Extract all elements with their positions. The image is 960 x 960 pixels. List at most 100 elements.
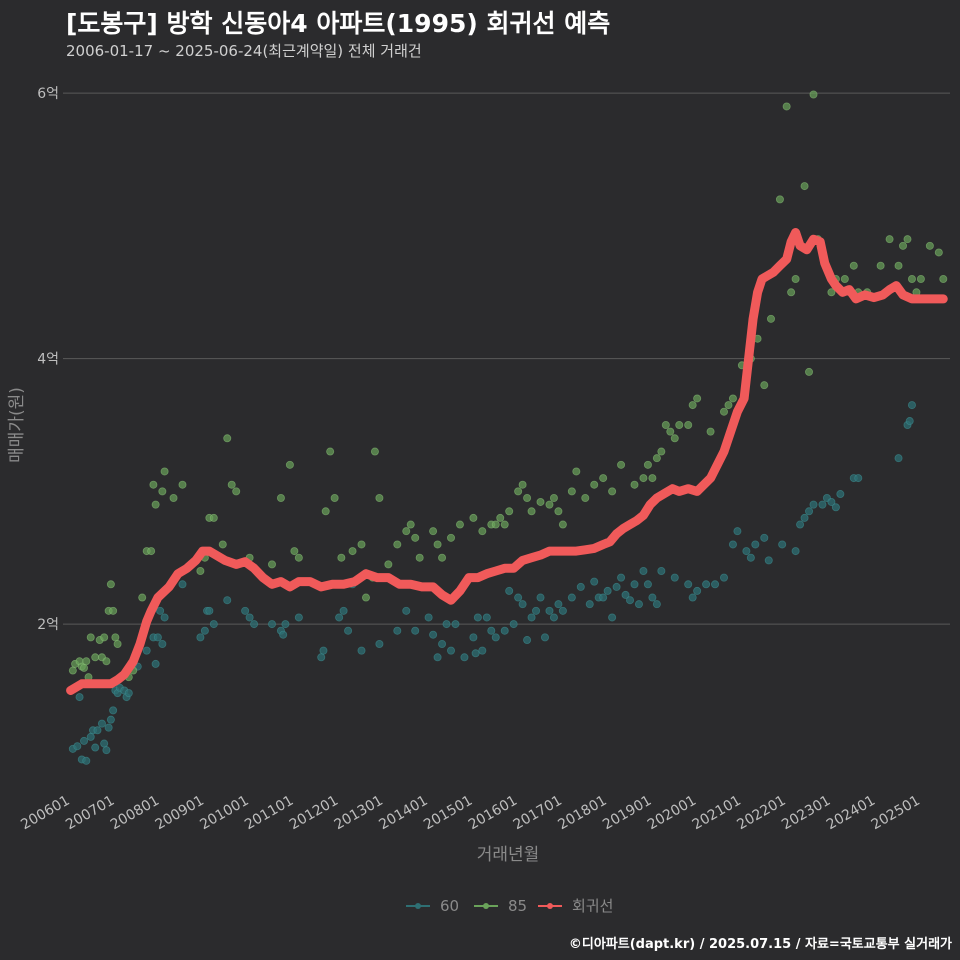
point-60 xyxy=(746,553,755,562)
point-60 xyxy=(905,417,914,426)
point-85 xyxy=(113,640,122,649)
point-60 xyxy=(317,653,326,662)
point-60 xyxy=(626,596,635,605)
point-85 xyxy=(572,467,581,476)
point-60 xyxy=(393,626,402,635)
point-60 xyxy=(411,626,420,635)
point-60 xyxy=(335,613,344,622)
point-60 xyxy=(648,593,657,602)
point-60 xyxy=(106,715,115,724)
point-60 xyxy=(760,533,769,542)
point-60 xyxy=(424,613,433,622)
point-60 xyxy=(339,606,348,615)
x-tick-label: 201301 xyxy=(332,793,386,834)
x-tick-label: 200701 xyxy=(63,793,117,834)
point-85 xyxy=(523,493,532,502)
point-60 xyxy=(429,630,438,639)
point-60 xyxy=(809,500,818,509)
point-85 xyxy=(791,274,800,283)
point-60 xyxy=(558,606,567,615)
point-85 xyxy=(102,657,111,666)
point-85 xyxy=(643,460,652,469)
x-tick-label: 201601 xyxy=(466,793,520,834)
point-60 xyxy=(438,640,447,649)
point-60 xyxy=(836,490,845,499)
point-60 xyxy=(223,596,232,605)
point-60 xyxy=(612,582,621,591)
legend: 60 85 회귀선 xyxy=(406,897,613,915)
point-85 xyxy=(590,480,599,489)
point-85 xyxy=(514,487,523,496)
point-60 xyxy=(603,586,612,595)
x-tick-label: 201201 xyxy=(287,793,341,834)
regression-layer xyxy=(66,228,948,695)
point-85 xyxy=(496,513,505,522)
point-60 xyxy=(652,600,661,609)
point-85 xyxy=(223,434,232,443)
point-85 xyxy=(276,493,285,502)
point-85 xyxy=(809,90,818,99)
point-60 xyxy=(281,620,290,629)
legend-label: 60 xyxy=(440,897,459,915)
point-60 xyxy=(97,719,106,728)
point-85 xyxy=(285,460,294,469)
point-85 xyxy=(151,500,160,509)
point-85 xyxy=(536,497,545,506)
point-60 xyxy=(907,401,916,410)
point-60 xyxy=(209,620,218,629)
point-85 xyxy=(617,460,626,469)
regression-line xyxy=(66,228,948,695)
point-85 xyxy=(402,527,411,536)
x-tick-label: 202301 xyxy=(779,793,833,834)
point-60 xyxy=(460,653,469,662)
point-85 xyxy=(455,520,464,529)
point-60 xyxy=(478,646,487,655)
point-60 xyxy=(742,547,751,556)
x-tick-label: 201101 xyxy=(242,793,296,834)
point-85 xyxy=(760,381,769,390)
point-60 xyxy=(576,582,585,591)
point-85 xyxy=(558,520,567,529)
point-85 xyxy=(840,274,849,283)
point-85 xyxy=(849,261,858,270)
point-60 xyxy=(670,573,679,582)
point-85 xyxy=(639,474,648,483)
point-85 xyxy=(782,102,791,111)
point-60 xyxy=(728,540,737,549)
point-60 xyxy=(778,540,787,549)
point-85 xyxy=(670,434,679,443)
point-60 xyxy=(469,633,478,642)
point-60 xyxy=(617,573,626,582)
point-60 xyxy=(200,626,209,635)
point-60 xyxy=(500,626,509,635)
y-tick-label: 4억 xyxy=(37,352,59,368)
point-60 xyxy=(711,580,720,589)
point-85 xyxy=(109,606,118,615)
point-60 xyxy=(357,646,366,655)
point-60 xyxy=(109,706,118,715)
point-85 xyxy=(876,261,885,270)
point-85 xyxy=(661,420,670,429)
point-85 xyxy=(196,567,205,576)
point-85 xyxy=(361,593,370,602)
point-85 xyxy=(549,493,558,502)
point-60 xyxy=(549,613,558,622)
point-60 xyxy=(630,580,639,589)
point-60 xyxy=(245,613,254,622)
x-tick-label: 201701 xyxy=(511,793,565,834)
point-85 xyxy=(330,493,339,502)
x-tick-label: 202101 xyxy=(690,793,744,834)
point-60 xyxy=(241,606,250,615)
point-60 xyxy=(684,580,693,589)
point-60 xyxy=(178,580,187,589)
point-60 xyxy=(482,613,491,622)
point-85 xyxy=(657,447,666,456)
point-60 xyxy=(831,503,840,512)
point-85 xyxy=(415,553,424,562)
point-60 xyxy=(160,613,169,622)
point-85 xyxy=(106,580,115,589)
point-85 xyxy=(608,487,617,496)
legend-label: 회귀선 xyxy=(572,897,613,915)
point-60 xyxy=(505,586,514,595)
